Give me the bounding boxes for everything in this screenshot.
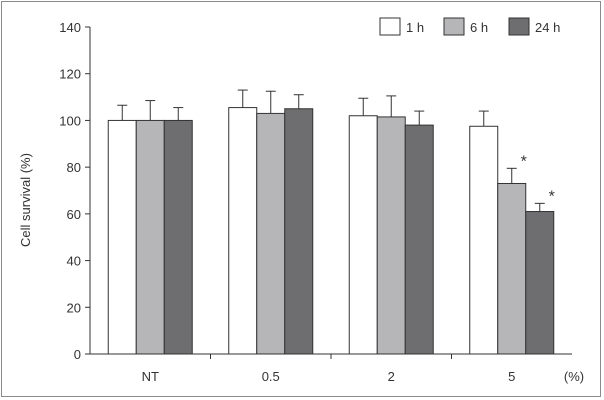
y-tick-label: 140 bbox=[59, 20, 81, 35]
significance-marker: * bbox=[549, 188, 555, 205]
legend: 1 h 6 h 24 h bbox=[379, 17, 560, 36]
x-tick-label: 2 bbox=[388, 369, 395, 384]
bar bbox=[497, 182, 527, 355]
y-tick-label: 40 bbox=[67, 254, 81, 269]
legend-swatch bbox=[508, 17, 530, 36]
y-tick-label: 100 bbox=[59, 113, 81, 128]
bar bbox=[404, 124, 434, 355]
y-tick-label: 60 bbox=[67, 207, 81, 222]
bars: ** bbox=[107, 89, 555, 355]
x-tick-label: NT bbox=[142, 369, 159, 384]
bar bbox=[525, 211, 555, 355]
bar bbox=[256, 112, 286, 355]
bar bbox=[376, 116, 406, 355]
bar bbox=[163, 119, 193, 355]
significance-marker: * bbox=[521, 153, 527, 170]
y-tick-label: 20 bbox=[67, 300, 81, 315]
y-tick-label: 0 bbox=[74, 347, 81, 362]
y-axis-label: Cell survival (%) bbox=[18, 153, 33, 247]
legend-label: 24 h bbox=[535, 20, 560, 35]
x-unit-label: (%) bbox=[564, 369, 584, 384]
bar bbox=[284, 108, 314, 355]
legend-label: 1 h bbox=[406, 20, 424, 35]
x-tick-label: 5 bbox=[508, 369, 515, 384]
y-tick-label: 120 bbox=[59, 67, 81, 82]
legend-label: 6 h bbox=[470, 20, 488, 35]
bar bbox=[135, 119, 165, 355]
bar bbox=[228, 107, 258, 355]
y-tick-label: 80 bbox=[67, 160, 81, 175]
x-tick-label: 0.5 bbox=[262, 369, 280, 384]
bar bbox=[107, 119, 137, 355]
legend-swatch bbox=[379, 17, 401, 36]
bar bbox=[348, 115, 378, 355]
legend-swatch bbox=[443, 17, 465, 36]
bar bbox=[469, 125, 499, 355]
